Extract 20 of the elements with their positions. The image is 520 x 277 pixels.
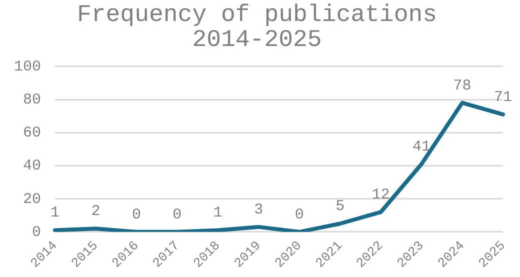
y-tick-label: 80 [22, 91, 42, 108]
data-label: 1 [213, 204, 222, 222]
data-label: 41 [412, 138, 431, 156]
text: 2014-2025 [192, 27, 322, 54]
data-label: 0 [172, 206, 182, 224]
data-label: 2 [91, 203, 100, 220]
data-label: 71 [494, 88, 512, 106]
data-label: 3 [254, 201, 264, 218]
text: Frequency of publications [76, 2, 438, 29]
data-label: 1 [50, 204, 60, 222]
y-tick-label: 0 [32, 224, 42, 241]
data-label: 0 [294, 206, 304, 224]
y-tick-label: 40 [22, 158, 42, 175]
y-tick-label: 100 [14, 58, 42, 76]
data-label: 12 [372, 186, 390, 204]
data-label: 0 [132, 206, 141, 224]
data-label: 78 [453, 77, 472, 94]
y-tick-label: 20 [22, 190, 42, 208]
data-label: 5 [336, 198, 345, 216]
y-tick-label: 60 [22, 124, 42, 142]
